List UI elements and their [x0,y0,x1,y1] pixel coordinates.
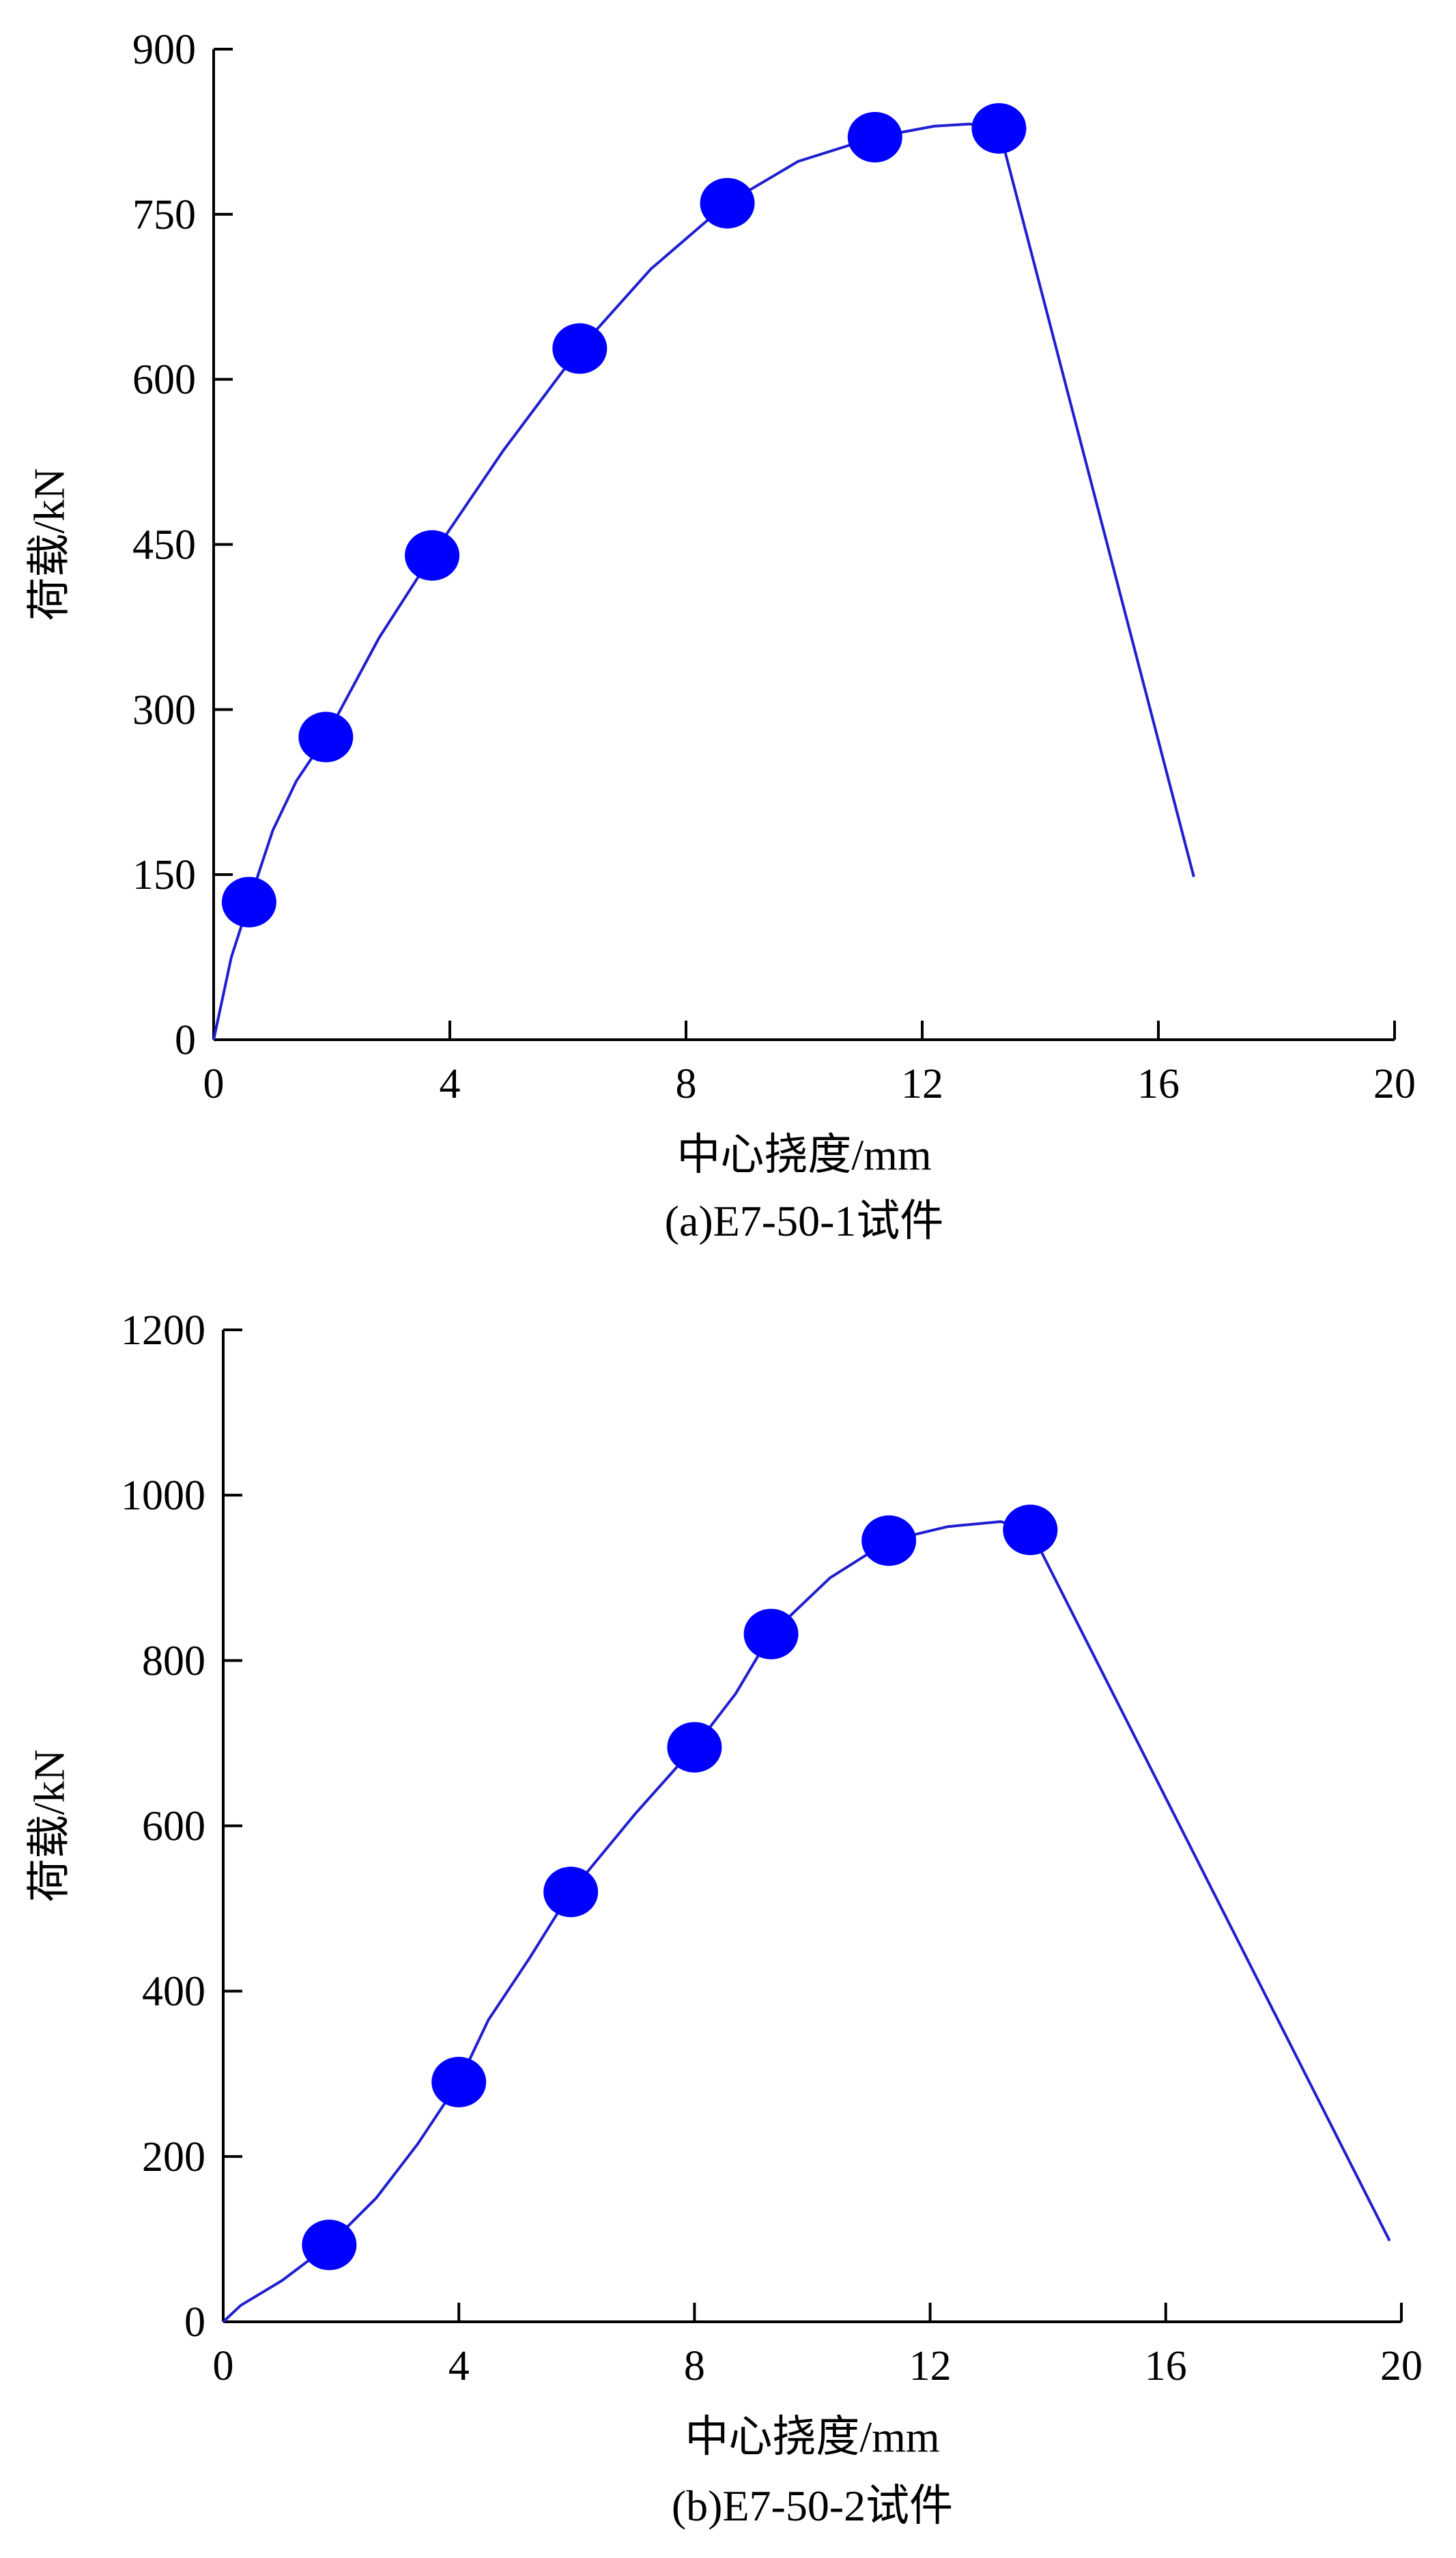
y-tick-label: 0 [184,2299,205,2346]
data-point [1003,1505,1058,1556]
data-point [847,111,902,162]
x-tick-label: 8 [684,2343,705,2389]
data-point [431,2056,487,2107]
x-axis-title: 中心挠度/mm [676,1131,931,1179]
x-tick-label: 0 [213,2343,234,2389]
y-tick-label: 0 [175,1017,196,1064]
x-tick-label: 4 [440,1061,461,1107]
x-axis-title: 中心挠度/mm [685,2413,939,2461]
data-point [667,1722,722,1773]
data-point [543,1866,599,1918]
x-tick-label: 20 [1380,2343,1423,2389]
data-point [700,177,755,229]
y-tick-label: 150 [132,852,196,898]
y-tick-label: 200 [142,2134,205,2180]
y-tick-label: 1200 [121,1307,205,1354]
series-line [212,122,1195,1040]
y-axis-title: 荷载/kN [25,468,74,621]
x-tick-label: 8 [676,1061,697,1107]
y-tick-label: 750 [132,192,196,238]
y-tick-label: 450 [132,522,196,569]
data-point [743,1608,799,1660]
y-tick-label: 800 [142,1638,205,1684]
x-tick-label: 12 [901,1061,943,1107]
data-point [861,1515,917,1566]
y-tick-label: 600 [142,1804,205,1850]
y-axis-title: 荷载/kN [25,1750,74,1903]
y-tick-label: 600 [132,357,196,403]
x-tick-label: 12 [909,2343,952,2389]
chart-a: 0 150 300 450 600 750 900 0 4 8 12 16 20 中心挠度/mm 荷载/kN… [25,27,1416,1245]
data-point [298,711,354,763]
data-point [302,2219,357,2271]
data-point [971,103,1027,154]
figure-caption: (a)E7-50-1试件 [665,1197,944,1245]
x-tick-label: 20 [1373,1061,1416,1107]
y-tick-label: 900 [132,27,196,73]
x-tick-label: 16 [1137,1061,1180,1107]
y-tick-label: 400 [142,1969,205,2015]
y-tick-label: 300 [132,687,196,733]
data-point [221,877,276,928]
figure-caption: (b)E7-50-2试件 [672,2482,953,2530]
data-point [552,323,608,374]
chart-b: 0 200 400 600 800 1000 1200 0 4 8 12 16 20 中心挠度/mm 荷载/… [25,1307,1423,2530]
data-point [405,530,460,581]
x-tick-label: 16 [1145,2343,1187,2389]
series-line [222,1520,1391,2323]
y-tick-label: 1000 [121,1473,205,1519]
x-tick-label: 4 [448,2343,470,2389]
x-tick-label: 0 [203,1061,225,1107]
